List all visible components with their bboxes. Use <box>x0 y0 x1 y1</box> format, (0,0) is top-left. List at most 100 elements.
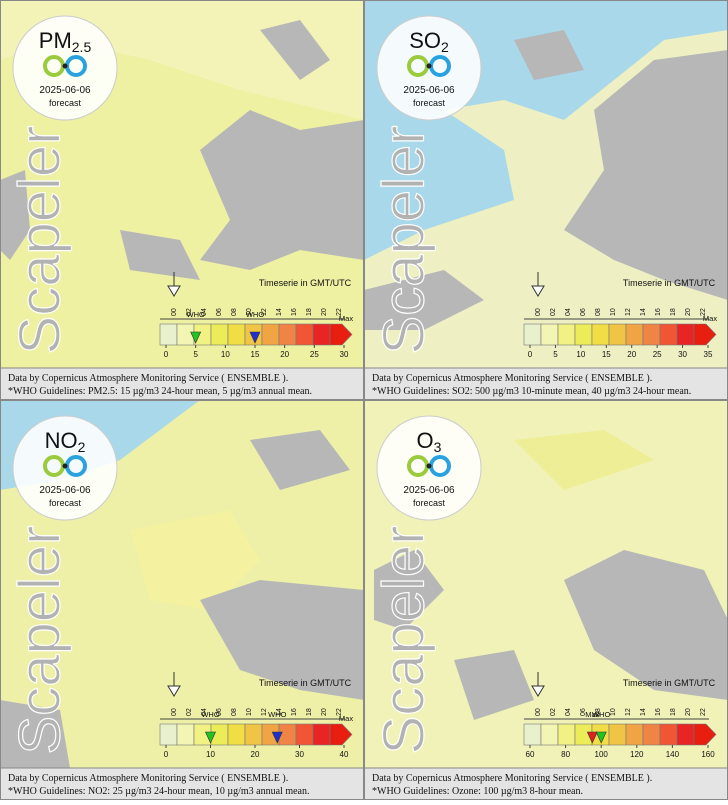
pollutant-subscript: 2 <box>441 39 449 55</box>
watermark: Scapeler <box>8 126 73 355</box>
marker-arrow <box>586 731 598 744</box>
map-region <box>514 430 654 490</box>
marker-label: WHO <box>186 310 204 319</box>
time-label: 12 <box>261 708 268 716</box>
pollutant-name: O <box>417 428 434 453</box>
marker-label: Max <box>585 710 599 719</box>
map-region <box>0 700 70 768</box>
pollutant-title: NO2 <box>45 428 86 455</box>
time-label: 18 <box>670 308 677 316</box>
time-label: 08 <box>231 708 238 716</box>
scale-box <box>625 723 644 746</box>
scale-box <box>523 323 542 346</box>
time-label: 14 <box>276 708 283 716</box>
guideline-text: *WHO Guidelines: Ozone: 100 µg/m3 8-hour… <box>372 786 583 797</box>
scale-box <box>227 723 246 746</box>
pollutant-title: SO2 <box>409 28 449 55</box>
scale-tick-label: 140 <box>666 750 680 759</box>
scale-box <box>642 723 661 746</box>
map-region <box>200 580 364 700</box>
scale-tick-label: 30 <box>295 750 304 759</box>
forecast-date: 2025-06-06 <box>39 85 91 96</box>
scale-tick-label: 60 <box>526 750 535 759</box>
scale-box <box>574 323 593 346</box>
scale-box <box>278 723 297 746</box>
time-label: 18 <box>306 308 313 316</box>
scale-box <box>676 723 695 746</box>
time-label: 10 <box>246 708 253 716</box>
scale-box <box>312 323 331 346</box>
scale-box <box>176 723 195 746</box>
scale-arrow <box>329 723 353 746</box>
source-text: Data by Copernicus Atmosphere Monitoring… <box>8 773 288 784</box>
source-text: Data by Copernicus Atmosphere Monitoring… <box>372 373 652 384</box>
marker-arrow <box>249 331 261 344</box>
time-label: 22 <box>700 308 707 316</box>
map-region <box>200 110 364 270</box>
scale-box <box>659 723 678 746</box>
time-label: 22 <box>336 708 343 716</box>
scale-tick-label: 100 <box>595 750 609 759</box>
scale-tick-label: 25 <box>653 350 662 359</box>
scale-tick-label: 0 <box>164 350 169 359</box>
scale-box <box>608 323 627 346</box>
marker-label: WHO <box>246 310 264 319</box>
footer <box>364 367 728 400</box>
marker-arrow <box>190 331 202 344</box>
now-arrow <box>531 285 545 297</box>
forecast-date: 2025-06-06 <box>39 485 91 496</box>
timeserie-label: Timeserie in GMT/UTC <box>259 678 352 688</box>
pollutant-name: NO <box>45 428 78 453</box>
time-label: 14 <box>640 308 647 316</box>
time-label: 04 <box>565 308 572 316</box>
map-region <box>130 510 260 610</box>
scale-box <box>540 323 559 346</box>
time-label: 08 <box>231 308 238 316</box>
map-region <box>564 50 728 300</box>
scale-box <box>557 723 576 746</box>
time-label: 00 <box>535 708 542 716</box>
marker-arrow <box>595 731 607 744</box>
time-label: 04 <box>201 308 208 316</box>
now-arrow <box>167 685 181 697</box>
map-region <box>120 230 200 280</box>
time-label: 08 <box>595 708 602 716</box>
scale-tick-label: 35 <box>704 350 713 359</box>
now-arrow <box>167 285 181 297</box>
time-label: 06 <box>216 308 223 316</box>
time-label: 06 <box>580 708 587 716</box>
forecast-label: forecast <box>49 98 82 108</box>
time-label: 10 <box>610 308 617 316</box>
map-region <box>454 650 534 720</box>
scale-arrow <box>329 323 353 346</box>
map-region <box>514 30 584 80</box>
timeserie-label: Timeserie in GMT/UTC <box>623 278 716 288</box>
scale-arrow <box>693 323 717 346</box>
time-label: 00 <box>171 308 178 316</box>
scale-box <box>523 723 542 746</box>
pollutant-subscript: 3 <box>434 439 442 455</box>
time-label: 00 <box>171 708 178 716</box>
forecast-date: 2025-06-06 <box>403 485 455 496</box>
time-label: 20 <box>321 708 328 716</box>
scale-box <box>244 723 263 746</box>
pollutant-title: PM2.5 <box>39 28 92 55</box>
marker-label: WHO <box>592 710 610 719</box>
time-label: 06 <box>216 708 223 716</box>
scale-tick-label: 20 <box>627 350 636 359</box>
time-label: 02 <box>186 708 193 716</box>
map-region <box>0 170 30 260</box>
scale-tick-label: 40 <box>340 750 349 759</box>
scale-box <box>608 723 627 746</box>
pollutant-name: SO <box>409 28 441 53</box>
scale-box <box>540 723 559 746</box>
time-label: 12 <box>261 308 268 316</box>
pollutant-name: PM <box>39 28 72 53</box>
time-label: 20 <box>685 308 692 316</box>
scale-box <box>176 323 195 346</box>
watermark: Scapeler <box>372 126 437 355</box>
logo-dot <box>426 463 432 469</box>
time-label: 12 <box>625 308 632 316</box>
